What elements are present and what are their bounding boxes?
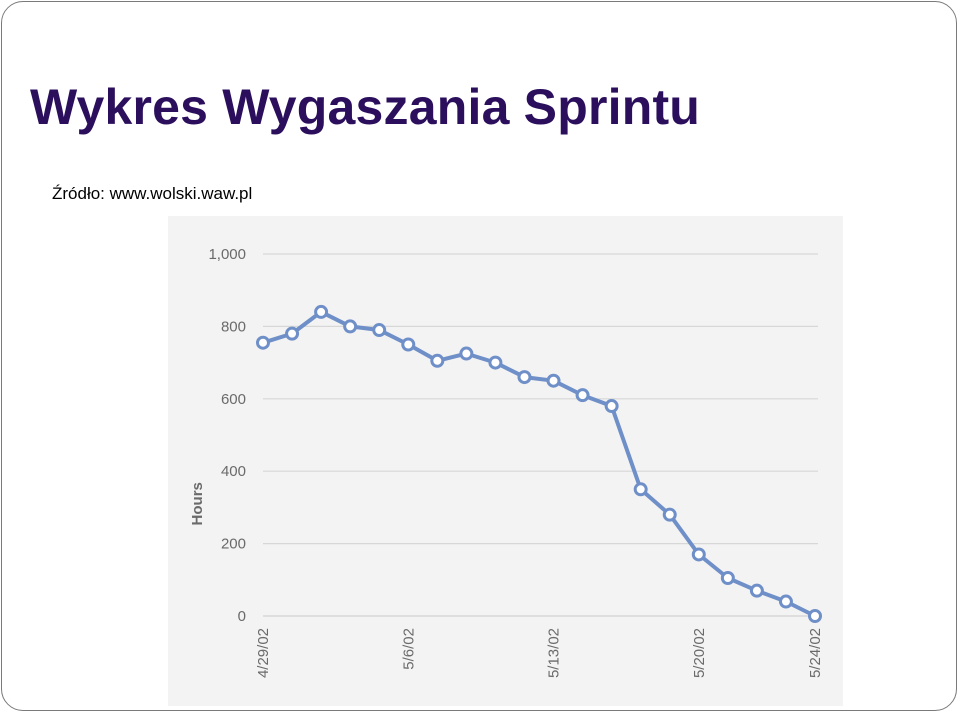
x-tick-label: 5/20/02 — [691, 628, 708, 678]
data-point — [691, 547, 706, 562]
y-tick-label: 800 — [221, 318, 246, 335]
y-axis-label: Hours — [189, 482, 206, 525]
data-point — [808, 609, 822, 623]
source-caption: Źródło: www.wolski.waw.pl — [52, 184, 253, 203]
data-point — [430, 353, 445, 368]
grid-lines — [263, 253, 818, 617]
data-point — [314, 304, 329, 319]
chart-svg: 0 200 400 600 800 1,000 Hours 4/29/02 5/6/02 5/… — [189, 246, 824, 678]
data-point — [720, 570, 735, 585]
data-point — [401, 337, 416, 352]
x-tick-label: 5/24/02 — [807, 628, 824, 678]
y-tick-label: 600 — [221, 391, 246, 408]
data-point — [633, 482, 648, 497]
data-point — [546, 373, 561, 388]
data-point — [488, 355, 503, 370]
data-point — [662, 507, 677, 522]
series-points — [256, 304, 822, 623]
data-point — [256, 335, 270, 350]
data-point — [372, 323, 387, 338]
data-point — [575, 388, 590, 403]
data-point — [604, 399, 619, 414]
x-tick-label: 4/29/02 — [255, 628, 272, 678]
data-point — [459, 346, 474, 361]
data-point — [343, 319, 358, 334]
x-tick-label: 5/13/02 — [546, 628, 563, 678]
data-point — [517, 370, 532, 385]
y-axis-ticks: 0 200 400 600 800 1,000 — [208, 246, 246, 625]
slide-title: Wykres Wygaszania Sprintu — [30, 79, 701, 135]
data-point — [778, 594, 793, 609]
y-tick-label: 400 — [221, 463, 246, 480]
x-tick-label: 5/6/02 — [400, 628, 417, 670]
data-point — [285, 326, 300, 341]
x-axis-ticks: 4/29/02 5/6/02 5/13/02 5/20/02 5/24/02 — [255, 628, 824, 678]
y-tick-label: 200 — [221, 536, 246, 553]
y-tick-label: 1,000 — [208, 246, 246, 263]
data-point — [749, 583, 764, 598]
series-line-group — [261, 309, 817, 618]
y-tick-label: 0 — [238, 608, 246, 625]
burndown-chart: 0 200 400 600 800 1,000 Hours 4/29/02 5/6/02 5/… — [168, 216, 843, 706]
series-line — [261, 309, 817, 618]
